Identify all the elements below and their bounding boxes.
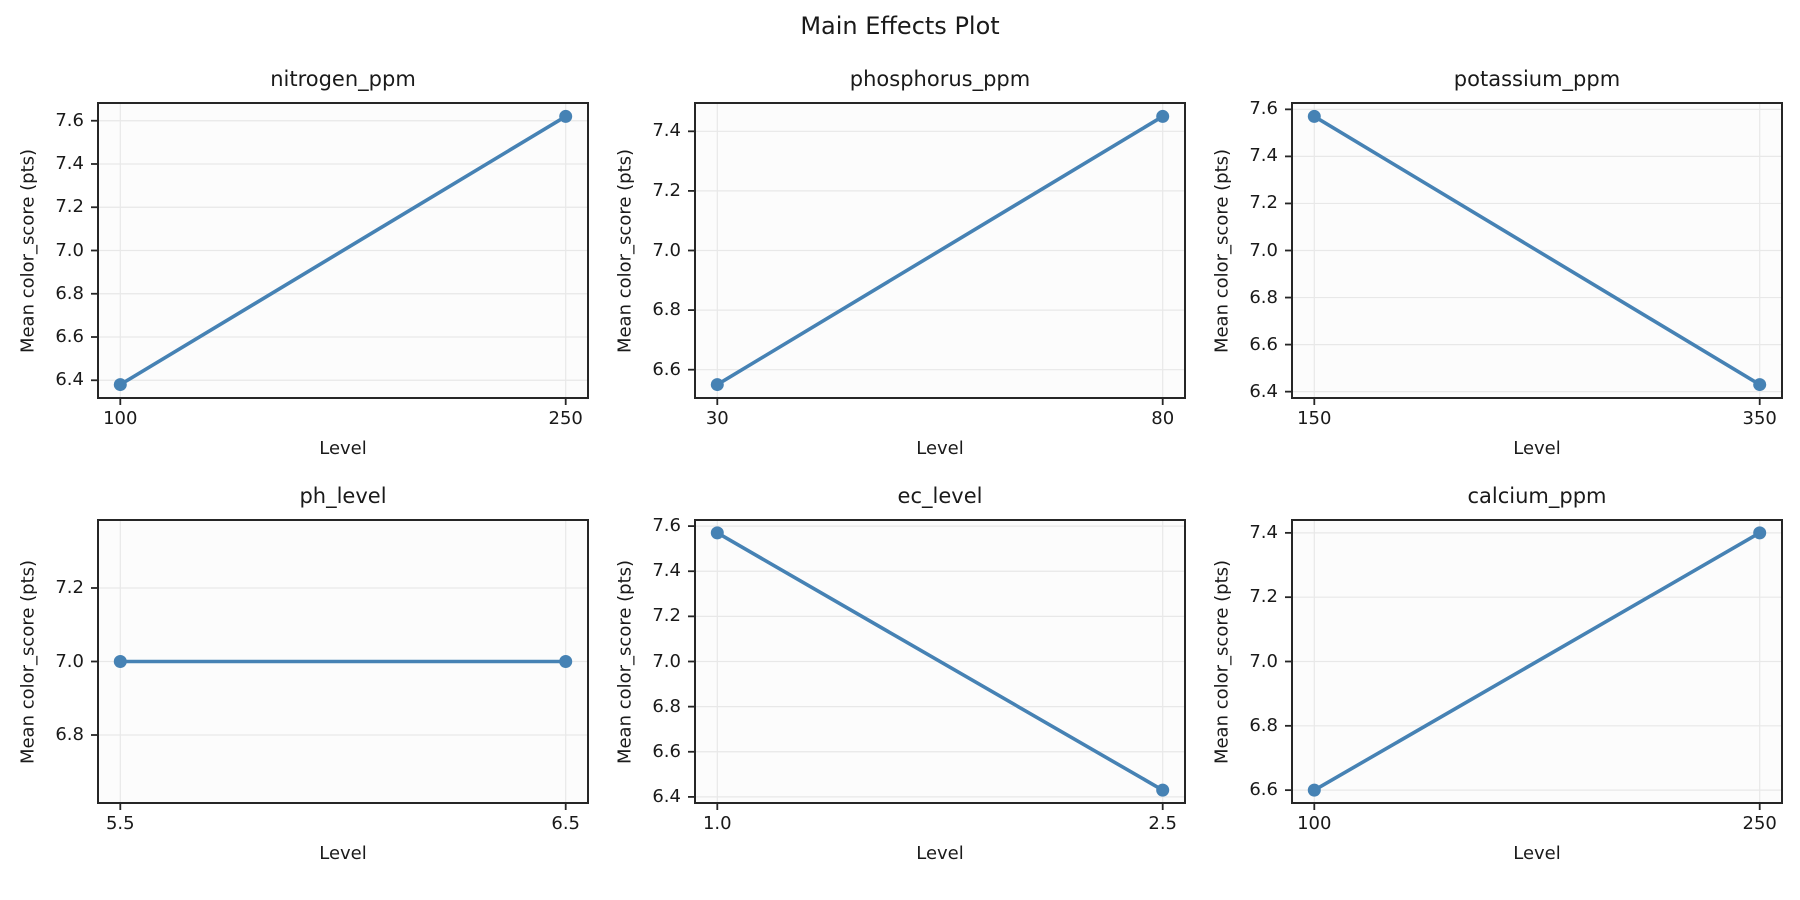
y-tick-label: 6.8 [1249, 286, 1278, 308]
y-tick-label: 6.6 [1249, 779, 1278, 801]
data-point-marker [1156, 783, 1170, 797]
x-axis-label: Level [319, 438, 367, 459]
y-tick-label: 6.8 [1249, 714, 1278, 736]
x-tick-label: 250 [1742, 813, 1777, 834]
series-line [715, 531, 1165, 792]
data-point-marker [1753, 526, 1767, 540]
y-tick-label: 6.6 [1249, 333, 1278, 355]
y-tick-label: 7.4 [1249, 145, 1278, 167]
y-tick-label: 6.4 [55, 369, 84, 391]
y-axis-label: Mean color_score (pts) [17, 559, 39, 764]
x-axis-label: Level [319, 843, 367, 864]
y-tick-label: 6.8 [652, 299, 681, 321]
x-axis-label: Level [1513, 843, 1561, 864]
data-point-marker [1307, 109, 1321, 123]
y-tick-label: 6.6 [652, 740, 681, 762]
y-tick-label: 7.0 [55, 650, 84, 672]
x-tick-label: 150 [1297, 408, 1332, 429]
y-tick-label: 7.4 [1249, 521, 1278, 543]
x-tick-label: 2.5 [1148, 813, 1178, 834]
y-tick-label: 6.8 [55, 282, 84, 304]
y-tick-label: 7.2 [652, 179, 681, 201]
y-axis-label: Mean color_score (pts) [1211, 148, 1233, 353]
subplot-title-potassium_ppm: potassium_ppm [1453, 67, 1621, 91]
data-point-marker [1307, 783, 1321, 797]
y-axis-label: Mean color_score (pts) [614, 559, 636, 764]
axes-ec_level [688, 519, 1186, 810]
y-tick-label: 7.2 [55, 576, 84, 598]
x-tick-label: 350 [1742, 408, 1777, 429]
y-tick-label: 7.4 [652, 120, 681, 142]
subplot-title-phosphorus_ppm: phosphorus_ppm [849, 67, 1031, 91]
x-tick-label: 250 [548, 408, 583, 429]
data-point-marker [1753, 378, 1767, 392]
x-axis-label: Level [916, 438, 964, 459]
data-point-marker [1156, 109, 1170, 123]
y-tick-label: 7.2 [652, 605, 681, 627]
y-tick-label: 7.6 [55, 109, 84, 131]
data-point-marker [710, 378, 724, 392]
series-line [118, 114, 568, 387]
axes-phosphorus_ppm [688, 102, 1186, 405]
axes-nitrogen_ppm [91, 102, 589, 405]
y-tick-label: 7.0 [1249, 239, 1278, 261]
y-tick-label: 7.0 [55, 239, 84, 261]
data-point-marker [710, 526, 724, 540]
y-tick-label: 7.6 [1249, 98, 1278, 120]
y-tick-label: 6.8 [652, 695, 681, 717]
subplot-title-nitrogen_ppm: nitrogen_ppm [270, 67, 416, 91]
x-tick-label: 30 [705, 408, 729, 429]
y-tick-label: 7.0 [1249, 650, 1278, 672]
y-tick-label: 7.0 [652, 239, 681, 261]
y-axis-label: Mean color_score (pts) [614, 148, 636, 353]
y-tick-label: 7.2 [1249, 192, 1278, 214]
subplot-title-calcium_ppm: calcium_ppm [1467, 484, 1607, 508]
x-tick-label: 100 [1297, 813, 1332, 834]
y-tick-label: 7.0 [652, 650, 681, 672]
x-tick-label: 6.5 [551, 813, 581, 834]
data-point-marker [559, 655, 573, 668]
data-point-marker [113, 378, 127, 392]
x-tick-label: 100 [103, 408, 138, 429]
y-tick-label: 7.2 [1249, 586, 1278, 608]
x-axis-label: Level [1513, 438, 1561, 459]
series-line [1312, 531, 1762, 792]
data-point-marker [113, 655, 127, 668]
x-tick-label: 80 [1151, 408, 1175, 429]
series-line [715, 114, 1165, 387]
x-tick-label: 5.5 [105, 813, 135, 834]
y-tick-label: 7.6 [652, 515, 681, 537]
y-tick-label: 7.4 [55, 152, 84, 174]
x-axis-label: Level [916, 843, 964, 864]
y-axis-label: Mean color_score (pts) [1211, 559, 1233, 764]
y-tick-label: 7.4 [652, 560, 681, 582]
figure-suptitle: Main Effects Plot [800, 12, 1000, 40]
subplot-title-ph_level: ph_level [299, 484, 387, 508]
y-tick-label: 6.8 [55, 724, 84, 745]
y-tick-label: 6.6 [55, 326, 84, 347]
y-tick-label: 6.4 [652, 785, 681, 807]
y-tick-label: 6.4 [1249, 380, 1278, 402]
axes-potassium_ppm [1285, 102, 1783, 405]
y-tick-label: 7.2 [55, 196, 84, 218]
y-tick-label: 6.6 [652, 358, 681, 380]
data-point-marker [559, 109, 573, 123]
axes-calcium_ppm [1285, 519, 1783, 810]
y-axis-label: Mean color_score (pts) [17, 148, 39, 353]
series-line [1312, 114, 1762, 387]
axes-ph_level [91, 519, 589, 810]
x-tick-label: 1.0 [702, 813, 732, 834]
subplot-title-ec_level: ec_level [897, 484, 983, 508]
